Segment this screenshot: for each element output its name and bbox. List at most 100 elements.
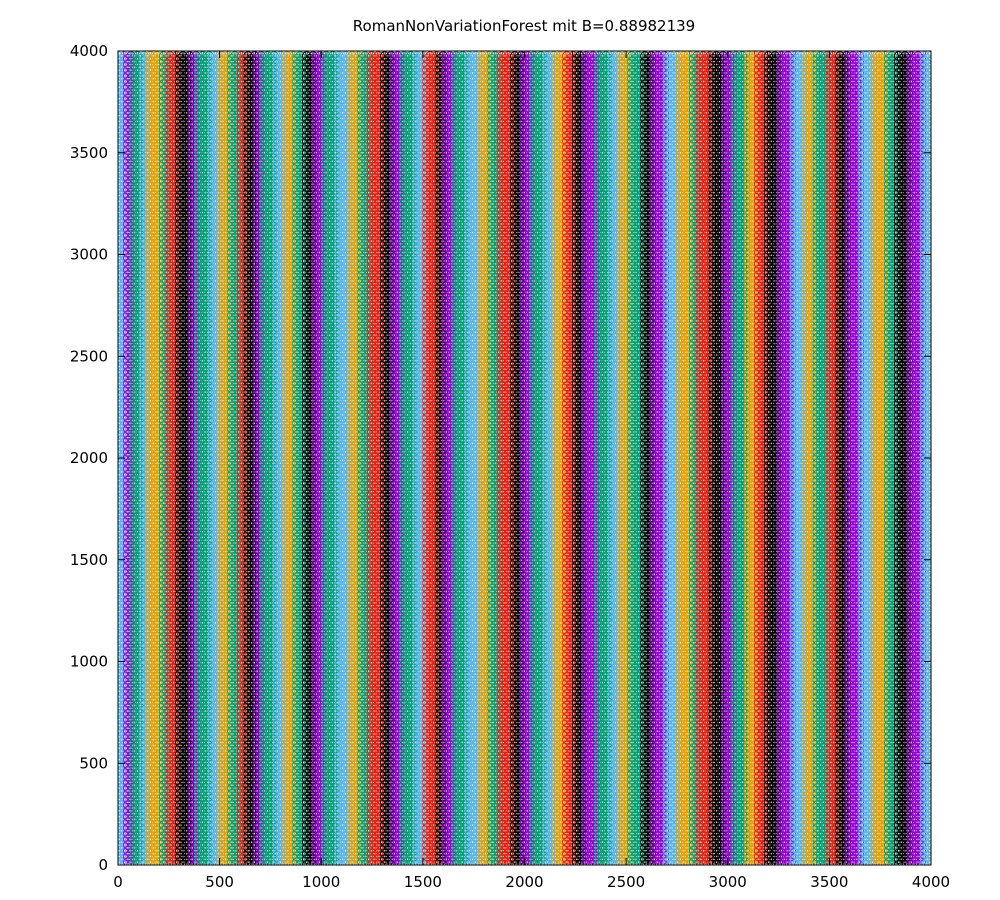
data-point xyxy=(118,242,126,252)
data-point xyxy=(119,130,130,141)
data-point xyxy=(123,492,133,503)
data-point xyxy=(119,79,130,90)
data-point xyxy=(119,256,130,266)
data-point xyxy=(118,407,126,417)
chart-title: RomanNonVariationForest mit B=0.88982139 xyxy=(353,17,695,35)
data-point xyxy=(118,469,126,480)
data-point xyxy=(123,395,133,406)
data-point xyxy=(123,384,133,394)
data-point xyxy=(118,150,126,161)
data-point xyxy=(123,253,133,263)
data-point xyxy=(123,794,133,805)
data-point xyxy=(119,56,130,67)
data-point xyxy=(118,82,126,92)
data-point xyxy=(118,310,126,320)
data-point xyxy=(123,612,133,622)
data-point xyxy=(123,356,133,366)
data-point xyxy=(123,105,133,115)
data-point xyxy=(119,358,130,369)
data-point xyxy=(118,800,126,810)
data-point xyxy=(118,224,126,235)
data-point xyxy=(123,635,133,645)
data-point xyxy=(118,247,126,258)
data-point xyxy=(123,299,133,309)
data-point xyxy=(123,749,133,759)
data-point xyxy=(123,561,133,571)
data-point xyxy=(118,88,126,98)
data-point xyxy=(123,686,133,696)
data-point xyxy=(123,675,133,685)
data-point xyxy=(123,179,133,189)
data-point xyxy=(119,786,130,796)
data-point xyxy=(119,244,130,255)
data-point xyxy=(118,663,126,674)
data-point xyxy=(123,264,133,275)
data-point xyxy=(119,546,130,557)
data-point xyxy=(123,344,133,355)
data-point xyxy=(123,424,133,434)
data-point xyxy=(123,213,133,223)
data-point xyxy=(118,817,126,827)
data-point xyxy=(123,680,133,691)
data-point xyxy=(123,515,133,525)
data-point xyxy=(119,729,130,739)
data-point xyxy=(123,202,133,212)
data-point xyxy=(123,703,133,714)
data-point xyxy=(123,709,133,719)
data-point xyxy=(118,726,126,736)
data-point xyxy=(118,93,126,104)
data-point xyxy=(123,435,133,446)
data-point xyxy=(119,296,130,306)
data-point xyxy=(119,301,130,312)
data-point xyxy=(118,116,126,127)
data-point xyxy=(118,675,126,685)
data-point xyxy=(119,723,130,733)
data-point xyxy=(118,304,126,315)
data-point xyxy=(119,757,130,768)
data-point xyxy=(123,167,133,178)
data-point xyxy=(119,250,130,261)
data-point xyxy=(123,59,133,70)
data-point xyxy=(123,623,133,634)
data-point xyxy=(119,102,130,112)
data-point xyxy=(118,219,126,229)
data-point xyxy=(123,458,133,468)
data-point xyxy=(119,752,130,762)
data-point xyxy=(118,441,126,451)
data-point xyxy=(118,646,126,657)
data-point xyxy=(119,375,130,386)
data-point xyxy=(123,504,133,514)
data-point xyxy=(123,720,133,731)
data-point xyxy=(119,472,130,483)
data-point xyxy=(123,846,133,856)
data-point xyxy=(123,606,133,617)
data-point xyxy=(118,658,126,668)
data-point xyxy=(118,281,126,292)
data-point xyxy=(119,68,130,78)
data-point xyxy=(119,210,130,221)
data-point xyxy=(123,469,133,480)
data-point xyxy=(119,432,130,443)
data-point xyxy=(118,481,126,491)
data-point xyxy=(123,447,133,457)
data-point xyxy=(119,387,130,397)
data-point xyxy=(118,344,126,355)
data-point xyxy=(119,620,130,631)
data-point xyxy=(118,555,126,565)
data-point xyxy=(126,797,136,808)
data-point xyxy=(118,857,126,865)
data-point xyxy=(123,281,133,292)
data-point xyxy=(123,629,133,639)
data-point xyxy=(123,378,133,389)
data-point xyxy=(123,310,133,320)
data-point xyxy=(119,73,130,84)
data-point xyxy=(118,754,126,765)
data-point xyxy=(123,475,133,486)
data-point xyxy=(119,848,130,859)
data-point xyxy=(119,393,130,403)
data-point xyxy=(118,145,126,155)
data-point xyxy=(119,569,130,580)
data-point xyxy=(118,498,126,508)
data-point xyxy=(118,76,126,87)
data-point xyxy=(119,108,130,118)
